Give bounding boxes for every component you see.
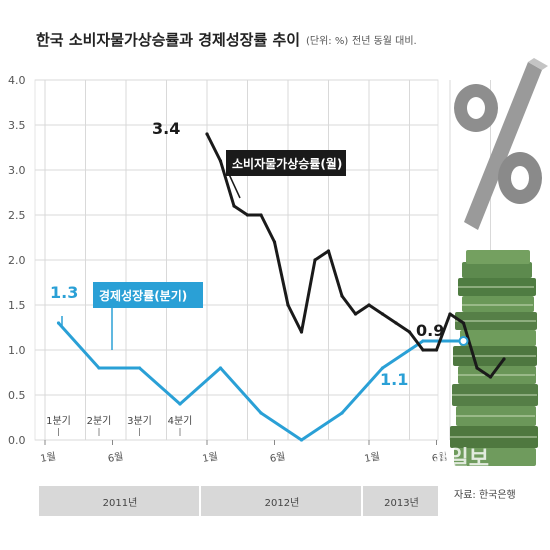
y-tick-label: 2.5 xyxy=(8,209,26,222)
data-point-gdp xyxy=(178,402,182,406)
year-band xyxy=(201,486,361,516)
legend-box-cpi xyxy=(226,150,346,176)
year-label: 2013년 xyxy=(384,497,419,509)
data-point-cpi xyxy=(475,366,479,370)
source-note: 자료: 한국은행 xyxy=(454,489,516,501)
data-point-gdp xyxy=(97,366,101,370)
legend-cpi: 소비자물가상승률(월) xyxy=(226,150,346,199)
y-tick-label: 2.0 xyxy=(8,254,26,267)
data-point-cpi xyxy=(340,294,344,298)
y-tick-label: 1.5 xyxy=(8,299,26,312)
data-point-cpi xyxy=(218,159,223,163)
callout-gdp-start: 1.3 xyxy=(50,283,78,302)
data-point-cpi xyxy=(313,258,317,262)
y-tick-label: 0.0 xyxy=(8,434,26,447)
y-tick-label: 4.0 xyxy=(8,74,26,87)
chart-title: 한국 소비자물가상승률과 경제성장률 추이 xyxy=(36,31,300,49)
data-point-gdp xyxy=(340,411,344,415)
legend-box-gdp xyxy=(93,282,203,308)
quarter-labels: 1분기 2분기 3분기 4분기 xyxy=(46,415,192,436)
callout-cpi-end: 0.9 xyxy=(416,321,444,340)
percent-sign-icon xyxy=(454,58,548,230)
data-point-gdp-end xyxy=(458,336,469,346)
y-tick-label: 1.0 xyxy=(8,344,26,357)
x-tick-label: 1월 xyxy=(363,450,380,465)
data-point-cpi xyxy=(205,132,209,136)
quarter-label: 1분기 xyxy=(46,415,71,427)
data-point-cpi xyxy=(380,312,385,316)
data-point-cpi xyxy=(461,321,466,325)
basis-note: 전년 동월 대비. xyxy=(352,35,417,47)
data-point-gdp xyxy=(421,339,425,343)
data-point-cpi xyxy=(353,312,358,316)
data-point-cpi xyxy=(272,240,277,244)
callout-gdp-end: 1.1 xyxy=(380,370,408,389)
data-point-gdp xyxy=(218,366,223,370)
quarter-label: 2분기 xyxy=(87,415,112,427)
data-points xyxy=(56,132,506,442)
legend-label-cpi: 소비자물가상승률(월) xyxy=(232,156,342,171)
data-point-cpi xyxy=(245,213,250,217)
quarter-label: 4분기 xyxy=(168,415,193,427)
data-point-cpi xyxy=(259,213,263,217)
year-band xyxy=(363,486,438,516)
data-point-cpi xyxy=(434,348,439,352)
x-tick-label: 1월 xyxy=(39,450,56,465)
x-tick-label: 6월 xyxy=(431,450,448,465)
data-point-cpi xyxy=(286,303,290,307)
data-point-gdp xyxy=(56,321,61,325)
x-tick-label: 1월 xyxy=(201,450,218,465)
callout-cpi-start: 3.4 xyxy=(152,119,180,138)
data-point-cpi xyxy=(326,249,331,253)
x-axis-months: 1월6월1월6월1월6월11월 xyxy=(39,440,522,465)
data-point-gdp xyxy=(137,366,142,370)
y-tick-label: 3.0 xyxy=(8,164,26,177)
percent-money-illustration xyxy=(450,58,548,466)
year-label: 2012년 xyxy=(265,497,300,509)
legend-gdp: 경제성장률(분기) xyxy=(93,282,203,350)
data-point-cpi xyxy=(421,348,425,352)
data-point-cpi xyxy=(407,330,412,334)
y-axis: 4.0 3.5 3.0 2.5 2.0 1.5 1.0 0.5 0.0 xyxy=(8,74,26,447)
data-point-cpi xyxy=(299,330,304,334)
x-tick-label: 6월 xyxy=(107,450,124,465)
banknote-stacks-icon xyxy=(450,250,538,466)
x-axis-years: 2011년 2012년 2013년 xyxy=(39,486,438,516)
data-point-cpi xyxy=(367,303,371,307)
data-point-cpi xyxy=(502,357,506,361)
x-tick-label: 6월 xyxy=(269,450,286,465)
data-point-cpi xyxy=(394,321,398,325)
quarter-label: 3분기 xyxy=(127,415,152,427)
y-tick-label: 0.5 xyxy=(8,389,26,402)
y-tick-label: 3.5 xyxy=(8,119,26,132)
data-point-gdp xyxy=(299,438,304,442)
data-point-cpi xyxy=(232,204,236,208)
unit-note: (단위: %) xyxy=(306,34,348,47)
year-label: 2011년 xyxy=(103,497,138,509)
year-band xyxy=(39,486,199,516)
data-point-gdp xyxy=(259,411,263,415)
data-point-gdp xyxy=(380,366,385,370)
legend-label-gdp: 경제성장률(분기) xyxy=(99,288,187,303)
data-point-cpi xyxy=(448,312,452,316)
watermark: 동아일보 xyxy=(408,447,489,472)
data-point-cpi xyxy=(488,375,493,379)
